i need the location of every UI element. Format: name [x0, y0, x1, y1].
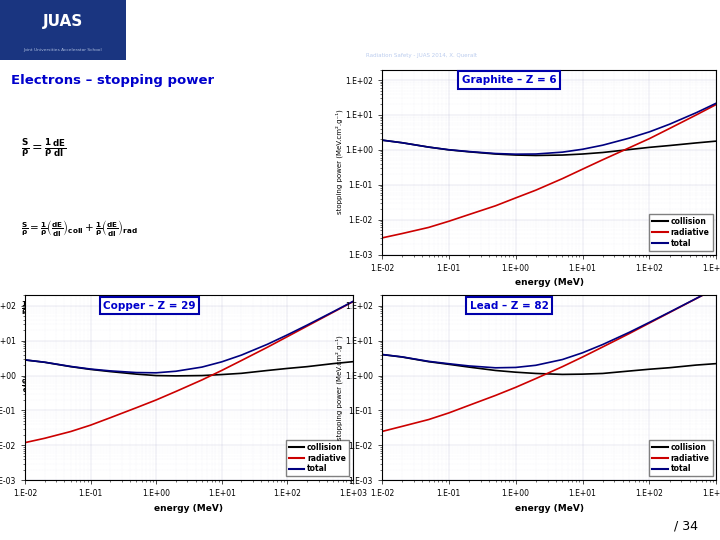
Text: 1. Interaction of electrons with matter: 1. Interaction of electrons with matter — [226, 20, 616, 38]
Text: / 34: / 34 — [675, 519, 698, 532]
Text: Graphite – Z = 6: Graphite – Z = 6 — [462, 75, 557, 85]
Legend: collision, radiative, total: collision, radiative, total — [286, 440, 349, 476]
Text: Joint Universities Accelerator School: Joint Universities Accelerator School — [24, 48, 102, 52]
Text: Radiation Safety - JUAS 2014, X. Queralt: Radiation Safety - JUAS 2014, X. Queralt — [366, 53, 477, 58]
Text: Electrons – stopping power: Electrons – stopping power — [11, 74, 214, 87]
X-axis label: energy (MeV): energy (MeV) — [515, 504, 584, 513]
X-axis label: energy (MeV): energy (MeV) — [154, 504, 223, 513]
Text: $\frac{\mathbf{dE}}{\mathbf{dl}}$ :   linear stopping power (MeV.cm$^{-1}$): $\frac{\mathbf{dE}}{\mathbf{dl}}$ : line… — [22, 376, 215, 395]
Text: $\frac{\mathbf{S}}{\mathbf{\rho}} = \frac{\mathbf{1}}{\mathbf{\rho}}\left(\frac{: $\frac{\mathbf{S}}{\mathbf{\rho}} = \fra… — [22, 219, 138, 239]
Legend: collision, radiative, total: collision, radiative, total — [649, 440, 713, 476]
Text: Copper – Z = 29: Copper – Z = 29 — [103, 301, 196, 311]
Text: $\frac{\mathbf{1}}{\mathbf{\rho}}\frac{\mathbf{dE}}{\mathbf{dl}}$ : mass stoppin: $\frac{\mathbf{1}}{\mathbf{\rho}}\frac{\… — [22, 300, 228, 318]
Text: JUAS: JUAS — [43, 14, 83, 29]
Text: $\frac{\mathbf{S}}{\mathbf{\rho}} = \frac{\mathbf{1}}{\mathbf{\rho}}\frac{\mathb: $\frac{\mathbf{S}}{\mathbf{\rho}} = \fra… — [22, 137, 67, 159]
FancyBboxPatch shape — [0, 0, 126, 60]
Legend: collision, radiative, total: collision, radiative, total — [649, 214, 713, 251]
X-axis label: energy (MeV): energy (MeV) — [515, 278, 584, 287]
Text: Lead – Z = 82: Lead – Z = 82 — [469, 301, 549, 311]
Y-axis label: stopping power (MeV.cm².g⁻¹): stopping power (MeV.cm².g⁻¹) — [336, 110, 343, 214]
Y-axis label: stopping power (MeV.cm².g⁻¹): stopping power (MeV.cm².g⁻¹) — [336, 335, 343, 440]
